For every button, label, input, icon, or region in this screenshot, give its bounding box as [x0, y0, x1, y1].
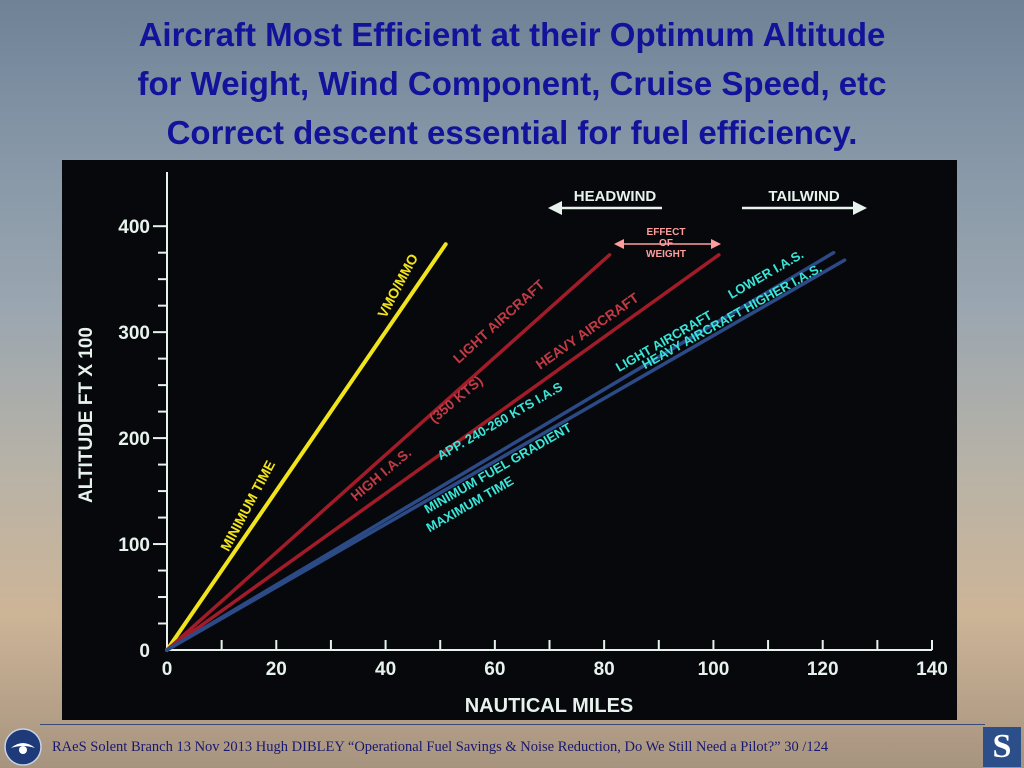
minimum-time-label: MINIMUM TIME [217, 458, 278, 554]
slide-title: Aircraft Most Efficient at their Optimum… [0, 10, 1024, 157]
vmo-label: VMO/MMO [374, 251, 421, 320]
x-tick-label: 140 [916, 659, 948, 680]
series-lines [165, 242, 847, 652]
solent-logo: S [983, 727, 1021, 767]
tailwind-arrow: TAILWIND [742, 188, 867, 215]
chart-svg: 0 100 200 300 400 0 20 40 60 80 100 120 140 NAUTICAL… [76, 172, 948, 717]
x-tick-label: 80 [594, 659, 615, 680]
y-tick-label: 200 [118, 429, 150, 450]
tailwind-label: TAILWIND [768, 188, 840, 205]
axis-tick-labels: 0 100 200 300 400 0 20 40 60 80 100 120 140 [118, 217, 948, 680]
y-tick-label: 0 [139, 641, 150, 662]
effect-line-1: EFFECT [647, 227, 686, 238]
series-line-5 [165, 258, 847, 652]
title-line-3: Correct descent essential for fuel effic… [166, 114, 858, 151]
x-tick-label: 100 [698, 659, 730, 680]
arrow-right-icon [853, 201, 867, 215]
series-line-2 [165, 253, 612, 652]
raes-emblem-icon [4, 728, 42, 766]
x-tick-label: 60 [484, 659, 505, 680]
x-tick-label: 0 [162, 659, 173, 680]
y-axis-label: ALTITUDE FT X 100 [76, 327, 97, 503]
minimum-fuel-gradient-label: MINIMUM FUEL GRADIENT [422, 420, 574, 517]
headwind-label: HEADWIND [574, 188, 657, 205]
kts-350-label: (350 KTS) [426, 372, 486, 426]
y-tick-label: 400 [118, 217, 150, 238]
arrow-right-icon [711, 239, 721, 249]
y-tick-label: 100 [118, 535, 150, 556]
x-tick-label: 20 [266, 659, 287, 680]
axes [166, 172, 932, 651]
series-line-1 [165, 242, 448, 652]
effect-line-2: OF [659, 238, 673, 249]
effect-line-3: WEIGHT [646, 249, 686, 260]
axis-ticks [153, 225, 933, 650]
title-line-1: Aircraft Most Efficient at their Optimum… [138, 16, 886, 53]
series-line-4 [165, 250, 836, 652]
series-line-3 [165, 253, 721, 652]
y-tick-label: 300 [118, 323, 150, 344]
footer-text: RAeS Solent Branch 13 Nov 2013 Hugh DIBL… [52, 739, 829, 755]
headwind-arrow: HEADWIND [548, 188, 662, 215]
descent-chart: 0 100 200 300 400 0 20 40 60 80 100 120 140 NAUTICAL… [62, 160, 957, 720]
x-tick-label: 40 [375, 659, 396, 680]
arrow-left-icon [548, 201, 562, 215]
arrow-left-icon [614, 239, 624, 249]
footer-divider [40, 724, 985, 725]
title-line-2: for Weight, Wind Component, Cruise Speed… [137, 65, 887, 102]
effect-of-weight: EFFECT OF WEIGHT [614, 227, 721, 260]
x-axis-label: NAUTICAL MILES [465, 695, 634, 717]
heavy-higher-ias-label: HEAVY AIRCRAFT HIGHER I.A.S. [639, 260, 824, 372]
x-tick-label: 120 [807, 659, 839, 680]
